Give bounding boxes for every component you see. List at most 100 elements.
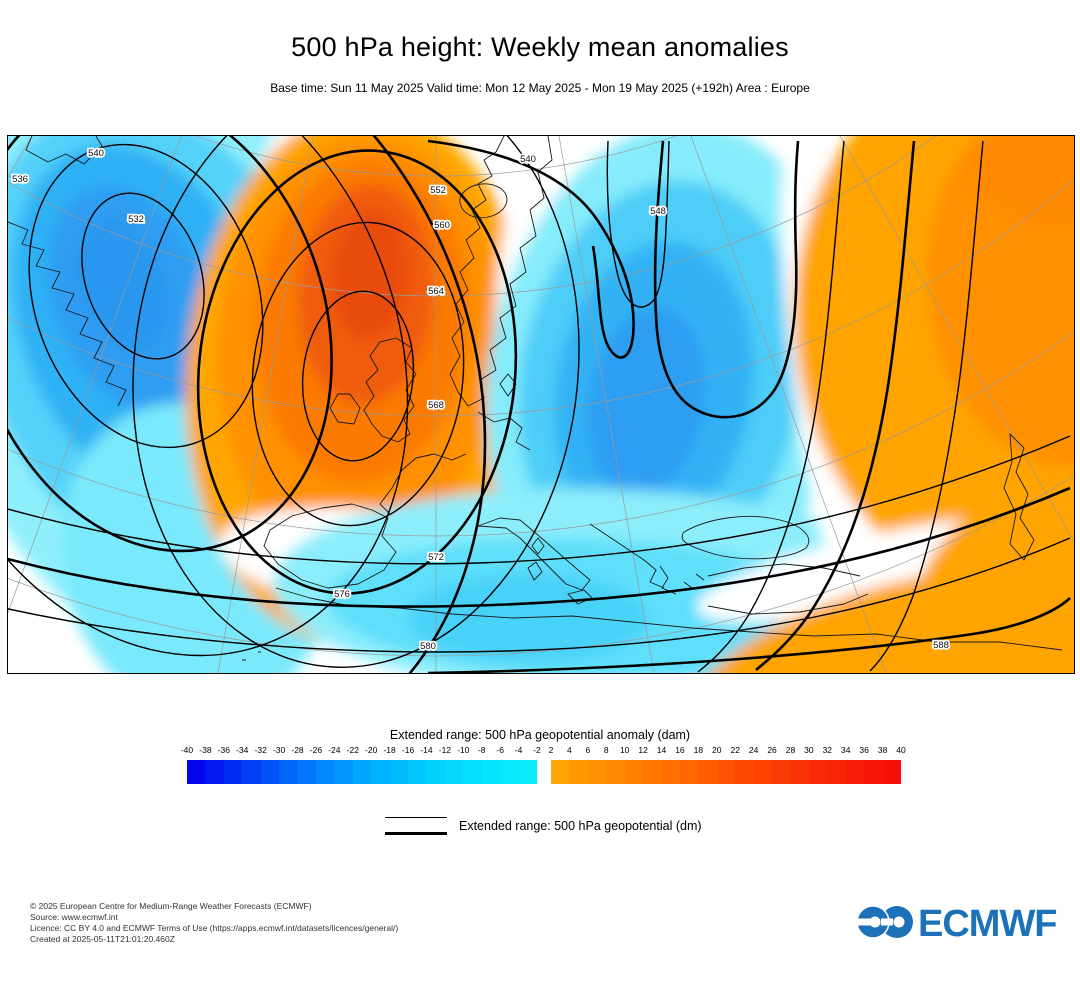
colorbar-cell bbox=[864, 760, 883, 784]
colorbar-cell bbox=[500, 760, 519, 784]
contour-label: 572 bbox=[428, 552, 444, 563]
colorbar-tick: -2 bbox=[533, 745, 541, 755]
colorbar-tick: 40 bbox=[896, 745, 906, 755]
colorbar-tick: -4 bbox=[514, 745, 523, 755]
contour-label: 552 bbox=[430, 185, 446, 196]
colorbar-tick: 36 bbox=[859, 745, 869, 755]
contour-line-samples bbox=[385, 817, 447, 835]
contour-label: 540 bbox=[88, 148, 104, 159]
colorbar-tick: -40 bbox=[180, 745, 194, 755]
thin-contour-sample bbox=[385, 817, 447, 818]
contour-label: 560 bbox=[434, 220, 450, 231]
colorbar-cell bbox=[426, 760, 445, 784]
colorbar-cell bbox=[444, 760, 464, 784]
colorbar-tick: 10 bbox=[619, 745, 630, 755]
coast-balkans bbox=[589, 523, 665, 589]
colorbar-cell bbox=[371, 760, 390, 784]
footer-source: Source: www.ecmwf.int bbox=[30, 912, 118, 922]
coast-baltic bbox=[477, 411, 531, 451]
colorbar-cell bbox=[551, 760, 570, 784]
colorbar-cell bbox=[315, 760, 335, 784]
colorbar-tick: 32 bbox=[822, 745, 833, 755]
colorbar-tick: 6 bbox=[585, 745, 591, 755]
coast-greenland bbox=[25, 136, 103, 165]
coast-corsica-sardinia bbox=[527, 537, 545, 581]
colorbar-tick: -18 bbox=[383, 745, 396, 755]
contour-label: 568 bbox=[428, 400, 444, 411]
colorbar-tick: -28 bbox=[291, 745, 304, 755]
colorbar-tick: -10 bbox=[457, 745, 470, 755]
colorbar-cell bbox=[352, 760, 372, 784]
footer-licence: Licence: CC BY 4.0 and ECMWF Terms of Us… bbox=[30, 923, 399, 933]
contour-label: 536 bbox=[12, 174, 28, 185]
graticule-grid bbox=[8, 136, 1074, 673]
colorbar-tick: 18 bbox=[693, 745, 704, 755]
colorbar-cell bbox=[643, 760, 662, 784]
footer-attribution: © 2025 European Centre for Medium-Range … bbox=[30, 901, 398, 945]
coast-turkey bbox=[707, 563, 869, 615]
colorbar-tick: 30 bbox=[804, 745, 814, 755]
colorbar-cell bbox=[606, 760, 625, 784]
colorbar-tick: -8 bbox=[477, 745, 486, 755]
contour-labels: 540 536 532 540 552 560 564 568 548 572 576 580 588 bbox=[10, 146, 950, 654]
colorbar-tick: -30 bbox=[272, 745, 286, 755]
colorbar-cell bbox=[716, 760, 736, 784]
colorbar-tick: 20 bbox=[712, 745, 722, 755]
ecmwf-logo-mark bbox=[856, 905, 913, 939]
colorbar-tick: -24 bbox=[328, 745, 341, 755]
colorbar-cell bbox=[297, 760, 316, 784]
coast-iberia bbox=[263, 503, 397, 589]
colorbar-tick: 22 bbox=[730, 745, 740, 755]
colorbar-cell bbox=[772, 760, 791, 784]
colorbar-cell bbox=[260, 760, 280, 784]
colorbar-tick: -32 bbox=[254, 745, 267, 755]
colorbar-cell bbox=[408, 760, 427, 784]
colorbar-tick: -36 bbox=[217, 745, 230, 755]
colorbar-cell bbox=[334, 760, 353, 784]
colorbar-cell bbox=[518, 760, 538, 784]
thick-contour-sample bbox=[385, 832, 447, 835]
colorbar-cell bbox=[845, 760, 865, 784]
contour-line-legend: Extended range: 500 hPa geopotential (dm… bbox=[385, 817, 702, 835]
colorbar-tick: -22 bbox=[346, 745, 359, 755]
colorbar-tick: -26 bbox=[309, 745, 323, 755]
contour-lines bbox=[8, 136, 1071, 673]
colorbar-tick: -12 bbox=[438, 745, 452, 755]
coast-norway bbox=[449, 136, 553, 407]
colorbar-tick: 34 bbox=[841, 745, 851, 755]
footer-copyright: © 2025 European Centre for Medium-Range … bbox=[30, 901, 312, 911]
colorbar-tick: 26 bbox=[767, 745, 777, 755]
colorbar-cell bbox=[679, 760, 699, 784]
footer-created: Created at 2025-05-11T21:01:20.460Z bbox=[30, 934, 175, 944]
contour-label: 564 bbox=[428, 286, 444, 297]
map-canvas: 540 536 532 540 552 560 564 568 548 572 576 580 588 bbox=[8, 136, 1074, 673]
colorbar-cell bbox=[187, 760, 206, 784]
colorbar-cell bbox=[808, 760, 828, 784]
colorbar-cell bbox=[587, 760, 607, 784]
colorbar-positive-ticks: 2 4 6 8 10 12 14 16 18 20 22 24 26 28 30 32 34 36 38 40 bbox=[548, 745, 906, 756]
colorbar-cell bbox=[661, 760, 680, 784]
contour-label: 532 bbox=[128, 214, 144, 225]
page-title: 500 hPa height: Weekly mean anomalies bbox=[291, 32, 789, 62]
coast-france bbox=[379, 453, 467, 515]
colorbar-tick: 4 bbox=[567, 745, 572, 755]
colorbar-cell bbox=[569, 760, 588, 784]
colorbar-cell bbox=[753, 760, 773, 784]
colorbar-negative-ticks: -40 -38 -36 -34 -32 -30 -28 -26 -24 -22 -20 -18 -16-… bbox=[181, 745, 541, 756]
ecmwf-logo-text: ECMWF bbox=[918, 903, 1057, 945]
colorbar-positive-gradient bbox=[551, 760, 902, 784]
colorbar-tick: -16 bbox=[401, 745, 415, 755]
colorbar-tick: 2 bbox=[548, 745, 554, 755]
contour-label: 540 bbox=[520, 154, 536, 165]
colorbar-cell bbox=[223, 760, 243, 784]
colorbar-cell bbox=[698, 760, 717, 784]
colorbar-cell bbox=[279, 760, 298, 784]
coast-denmark bbox=[499, 373, 517, 397]
chart-subtitle: Base time: Sun 11 May 2025 Valid time: M… bbox=[270, 81, 810, 95]
colorbar-cell bbox=[790, 760, 809, 784]
coast-canada bbox=[8, 221, 127, 407]
contour-label: 576 bbox=[334, 589, 350, 600]
colorbar-tick: 16 bbox=[675, 745, 685, 755]
colorbar-cell bbox=[882, 760, 902, 784]
